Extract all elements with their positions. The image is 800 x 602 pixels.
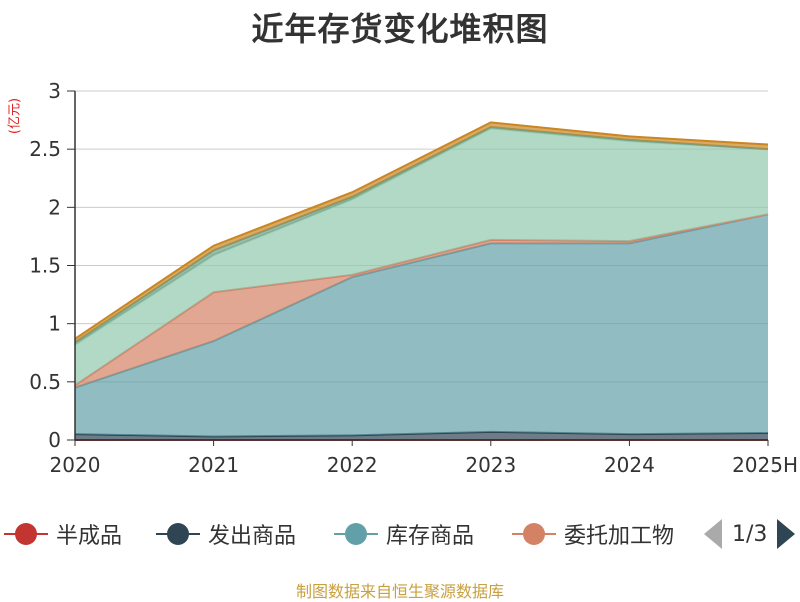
x-tick-label: 2022	[327, 453, 378, 477]
y-tick-label: 3	[48, 79, 61, 103]
x-tick-label: 2023	[465, 453, 516, 477]
legend-marker-icon	[512, 519, 556, 549]
y-tick-label: 0	[48, 428, 61, 452]
y-tick-label: 1	[48, 312, 61, 336]
legend-pager: 1/3	[700, 514, 796, 554]
legend-dot	[523, 523, 545, 545]
y-tick-label: 2.5	[29, 137, 61, 161]
legend-dot	[167, 523, 189, 545]
legend-label: 发出商品	[208, 524, 297, 549]
x-tick-label: 2021	[188, 453, 239, 477]
area-series-委托加工物资[interactable]	[75, 214, 768, 388]
area-series-库存商品[interactable]	[75, 214, 768, 437]
legend: 半成品 发出商品 库存商品 委托加工物	[0, 514, 800, 554]
y-tick-label: 2	[48, 195, 61, 219]
legend-item-goods-shipped[interactable]: 发出商品	[156, 514, 296, 554]
legend-page-number: 1/3	[732, 521, 768, 547]
area-series-group	[74, 121, 769, 441]
y-tick-label: 1.5	[29, 254, 61, 278]
chart-title: 近年存货变化堆积图	[251, 10, 549, 48]
legend-marker-icon	[156, 519, 200, 549]
x-tick-label: 2025H	[732, 453, 798, 477]
legend-item-consigned-processing[interactable]: 委托加工物	[512, 514, 674, 554]
legend-label: 委托加工物	[564, 524, 675, 549]
legend-item-inventory-goods[interactable]: 库存商品	[334, 514, 474, 554]
x-tick-label: 2020	[50, 453, 101, 477]
legend-item-semi-finished[interactable]: 半成品	[4, 514, 122, 554]
legend-next-page-icon[interactable]	[777, 519, 796, 549]
data-source-note: 制图数据来自恒生聚源数据库	[295, 582, 504, 601]
y-tick-label: 0.5	[29, 370, 61, 394]
legend-dot	[15, 523, 37, 545]
legend-dot	[345, 523, 367, 545]
area-series-在产品[interactable]	[75, 122, 768, 343]
area-series-原材料[interactable]	[75, 128, 768, 386]
x-tick-label: 2024	[604, 453, 655, 477]
series-line-库存商品	[74, 213, 769, 389]
legend-label: 库存商品	[386, 524, 475, 549]
legend-prev-page-icon[interactable]	[704, 519, 722, 549]
axes: 0 0.5 1 1.5 2 2.5 3 2020 2021 2022 2023 2024 2025H	[29, 79, 798, 477]
legend-marker-icon	[334, 519, 378, 549]
series-line-在产品	[74, 121, 769, 340]
legend-marker-icon	[4, 519, 48, 549]
legend-label: 半成品	[56, 524, 123, 549]
